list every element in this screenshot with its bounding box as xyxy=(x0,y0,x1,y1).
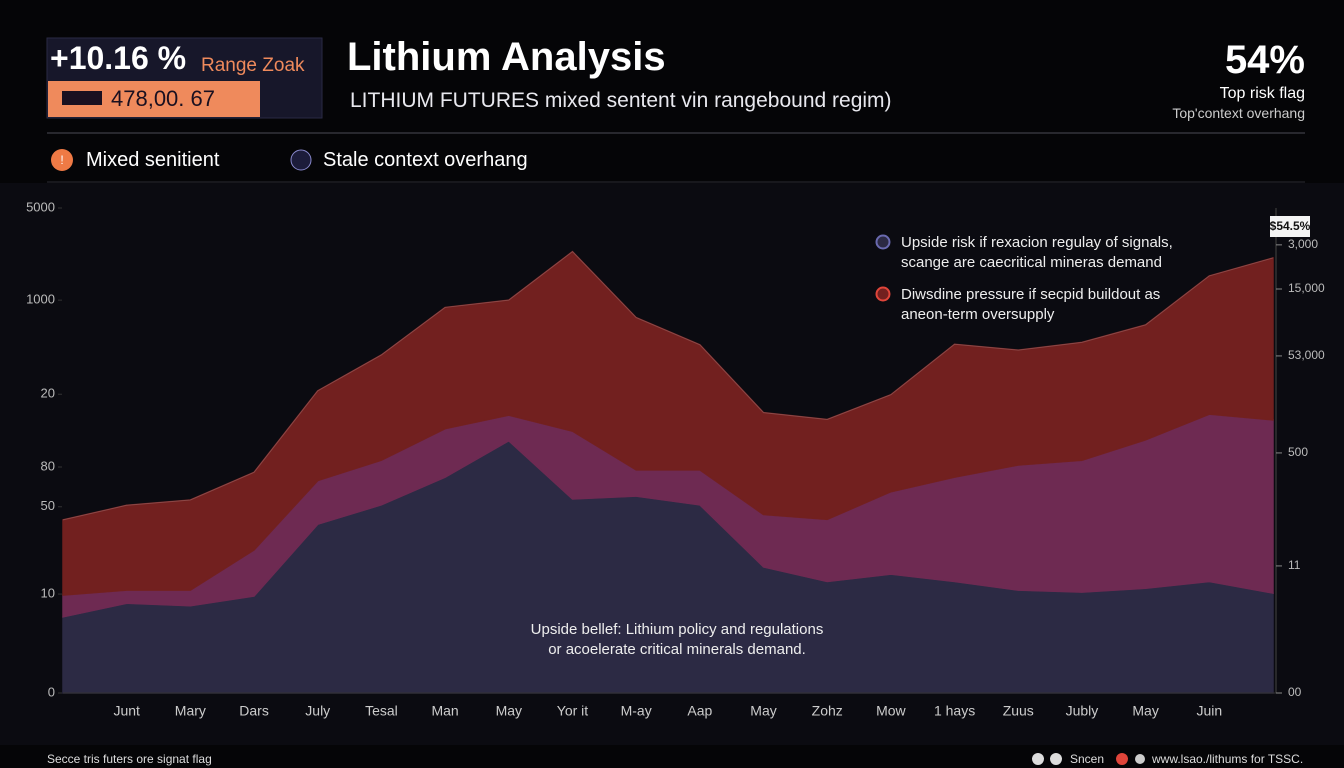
flag-sub: Top'context overhang xyxy=(1172,105,1305,121)
y-tick-label: 5000 xyxy=(26,199,55,214)
y-tick-label: 50 xyxy=(41,498,55,513)
x-tick-label: Juin xyxy=(1196,703,1222,719)
x-tick-label: Yor it xyxy=(557,703,589,719)
subtitle: LITHIUM FUTURES mixed sentent vin rangeb… xyxy=(350,89,892,112)
x-tick-label: May xyxy=(750,703,776,719)
x-tick-label: Junt xyxy=(113,703,140,719)
price: 478,00. 67 xyxy=(111,86,215,111)
x-tick-label: Man xyxy=(431,703,458,719)
area xyxy=(62,250,1274,596)
flag-value: 54% xyxy=(1224,38,1305,82)
legend-label: Diwsdine pressure if secpid buildout as … xyxy=(901,286,1161,323)
legend-marker xyxy=(875,286,891,302)
footer-icon xyxy=(1050,753,1062,765)
change: +10.16 % xyxy=(50,40,187,76)
range-label: Range Zoak xyxy=(201,55,305,76)
legend-label: Upside risk if rexacion regulay of signa… xyxy=(901,234,1173,271)
price-bar xyxy=(62,91,102,105)
x-tick-label: Mow xyxy=(876,703,906,719)
x-tick-label: Zuus xyxy=(1003,703,1034,719)
footer-icon xyxy=(1116,753,1128,765)
footer-note: Secce tris futers ore signat flag xyxy=(47,752,212,766)
chip-icon xyxy=(290,149,312,171)
x-tick-label: M-ay xyxy=(621,703,652,719)
x-tick-label: Zohz xyxy=(812,703,843,719)
x-tick-label: May xyxy=(496,703,522,719)
x-tick-label: July xyxy=(305,703,330,719)
chip-icon xyxy=(51,149,73,171)
y2-tick-label: 11 xyxy=(1288,558,1301,572)
y-tick-label: 80 xyxy=(41,458,55,473)
value-tag-box xyxy=(1270,216,1310,237)
x-tick-label: Tesal xyxy=(365,703,398,719)
footer-icon xyxy=(1032,753,1044,765)
y2-tick-label: 00 xyxy=(1288,685,1302,699)
x-tick-label: Dars xyxy=(239,703,269,719)
y-tick-label: 20 xyxy=(41,386,55,401)
legend-marker xyxy=(875,234,891,250)
x-tick-label: Jubly xyxy=(1066,703,1099,719)
y-tick-label: 10 xyxy=(41,585,55,600)
x-tick-label: May xyxy=(1132,703,1158,719)
footer-source: Sncen xyxy=(1070,752,1105,766)
y-tick-label: 0 xyxy=(48,684,55,699)
annotation: or acoelerate critical minerals demand. xyxy=(548,641,806,658)
annotation: Upside bellef: Lithium policy and regula… xyxy=(531,621,824,638)
y2-tick-label: 500 xyxy=(1288,445,1308,459)
x-tick-label: Mary xyxy=(175,703,206,719)
footer-icon xyxy=(1135,754,1145,764)
y2-tick-label: 53,000 xyxy=(1288,348,1325,362)
footer-url: www.lsao./lithums for TSSC. xyxy=(1152,752,1304,766)
x-tick-label: 1 hays xyxy=(934,703,975,719)
chip: Stale context overhang xyxy=(323,149,528,171)
chip-icon-glyph: ! xyxy=(60,153,63,167)
y2-tick-label: 3,000 xyxy=(1288,237,1318,251)
y2-tick-label: 15,000 xyxy=(1288,281,1325,295)
y-tick-label: 1000 xyxy=(26,292,55,307)
x-tick-label: Aap xyxy=(687,703,712,719)
title: Lithium Analysis xyxy=(347,35,666,79)
area-edge xyxy=(62,250,1274,521)
flag-label: Top risk flag xyxy=(1219,85,1305,102)
value-tag: $54.5% xyxy=(1270,219,1311,233)
chip: Mixed senitient xyxy=(86,149,220,171)
